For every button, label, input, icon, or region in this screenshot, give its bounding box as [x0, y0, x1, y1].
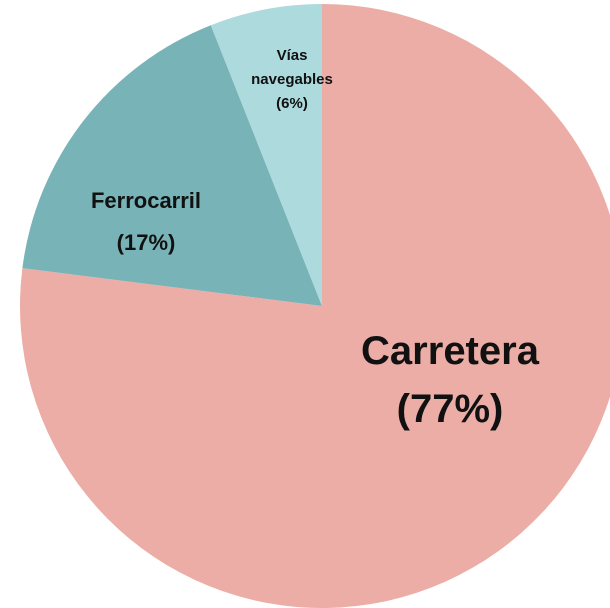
- slice-label: Vías navegables: [251, 47, 333, 88]
- slice-value-label: (6%): [276, 95, 308, 112]
- slice-value-label: (17%): [116, 230, 176, 255]
- slice-label: Ferrocarril: [90, 188, 202, 213]
- slice-value-label: (77%): [396, 387, 504, 431]
- pie-slice: [210, 3, 322, 306]
- pie-slice: [22, 25, 323, 307]
- slice-label: Carretera: [361, 329, 539, 373]
- pie-slice: [20, 4, 610, 608]
